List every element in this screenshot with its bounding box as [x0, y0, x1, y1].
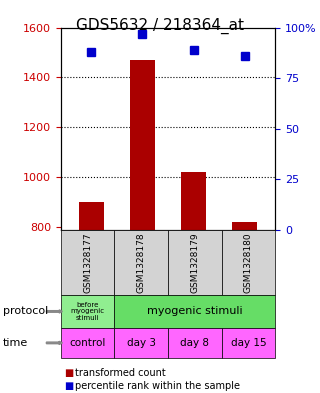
Text: ■: ■ [64, 367, 73, 378]
Bar [130, 60, 155, 230]
Bar [232, 222, 257, 230]
Text: GSM1328179: GSM1328179 [190, 232, 199, 293]
Text: before
myogenic
stimuli: before myogenic stimuli [70, 302, 105, 321]
Text: GDS5632 / 218364_at: GDS5632 / 218364_at [76, 18, 244, 34]
Text: percentile rank within the sample: percentile rank within the sample [75, 381, 240, 391]
Text: ■: ■ [64, 381, 73, 391]
Text: day 15: day 15 [231, 338, 266, 348]
Text: transformed count: transformed count [75, 367, 166, 378]
Bar [181, 173, 206, 230]
Text: day 3: day 3 [127, 338, 156, 348]
Text: control: control [69, 338, 106, 348]
Text: time: time [3, 338, 28, 348]
Text: GSM1328177: GSM1328177 [83, 232, 92, 293]
Bar [79, 202, 104, 230]
Text: myogenic stimuli: myogenic stimuli [147, 307, 243, 316]
Text: protocol: protocol [3, 307, 48, 316]
Text: day 8: day 8 [180, 338, 209, 348]
Text: GSM1328180: GSM1328180 [244, 232, 253, 293]
Text: GSM1328178: GSM1328178 [137, 232, 146, 293]
